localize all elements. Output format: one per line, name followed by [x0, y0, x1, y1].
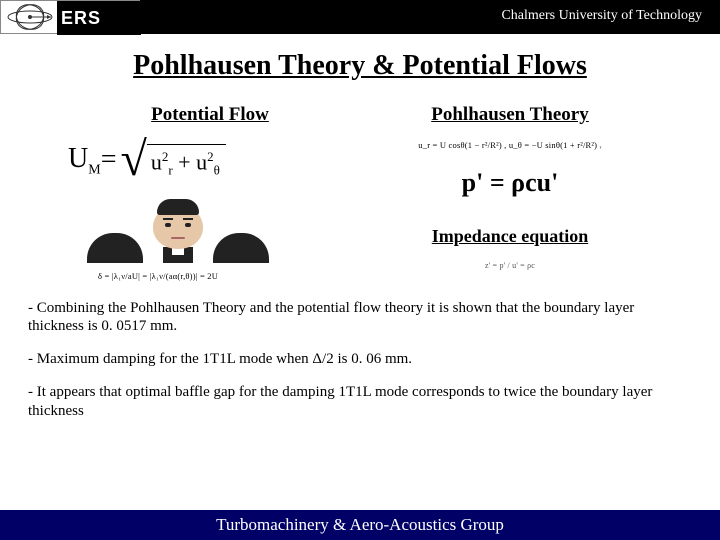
logo-swirl-icon [5, 2, 55, 32]
eq-um-lhs-sub: M [88, 162, 100, 177]
bullet-list: - Combining the Pohlhausen Theory and th… [0, 299, 720, 421]
university-name: Chalmers University of Technology [501, 8, 702, 24]
eq-um-plus: + [173, 149, 196, 174]
bullet-3: - It appears that optimal baffle gap for… [28, 383, 692, 421]
slide-title: Pohlhausen Theory & Potential Flows [0, 50, 720, 82]
eq-um-u2: u [196, 149, 207, 174]
potential-flow-heading: Potential Flow [60, 104, 360, 126]
content-columns: Potential Flow UM = √ u2r + u2θ [0, 104, 720, 281]
bullet-2: - Maximum damping for the 1T1L mode when… [28, 350, 692, 369]
equation-um: UM = √ u2r + u2θ [68, 140, 360, 181]
impedance-heading: Impedance equation [360, 226, 660, 247]
equation-delta: δ = |λ₁ν/aU| = |λ₁ν/(aα(r,θ))| = 2U [98, 271, 360, 281]
equation-impedance: z' = p' / u' = ρc [360, 261, 660, 270]
eq-um-u1: u [151, 149, 162, 174]
equation-velocity-components: u_r = U cosθ(1 − r²/R²) , u_θ = −U sinθ(… [360, 140, 660, 150]
header-bar: ERS Chalmers University of Technology [0, 0, 720, 34]
eq-um-eq: = [101, 144, 117, 176]
pohlhausen-heading: Pohlhausen Theory [360, 104, 660, 126]
footer-bar: Turbomachinery & Aero-Acoustics Group [0, 510, 720, 540]
pohlhausen-column: Pohlhausen Theory u_r = U cosθ(1 − r²/R²… [360, 104, 660, 281]
eq-um-lhs: U [68, 143, 88, 174]
sqrt-icon: √ [120, 140, 146, 180]
presenter-image [78, 191, 278, 263]
logo-text-fragment: ERS [57, 1, 141, 35]
bullet-1: - Combining the Pohlhausen Theory and th… [28, 299, 692, 337]
eq-um-u2-sub: θ [214, 163, 220, 178]
chalmers-logo: ERS [0, 0, 140, 34]
equation-pressure-prime: p' = ρcu' [360, 168, 660, 198]
potential-flow-column: Potential Flow UM = √ u2r + u2θ [60, 104, 360, 281]
